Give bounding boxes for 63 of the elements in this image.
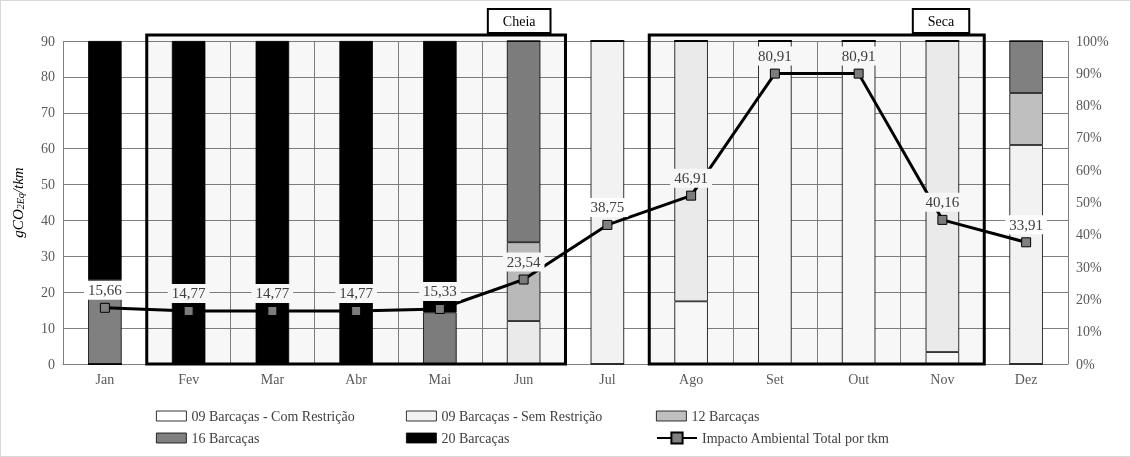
point — [937, 214, 948, 225]
legend-label: Impacto Ambiental Total por tkm — [702, 430, 890, 446]
point — [518, 274, 529, 285]
y2-tick-label: 90% — [1076, 65, 1102, 81]
y-tick-label: 50 — [41, 177, 55, 193]
point — [602, 219, 613, 230]
legend-label: 20 Barcaças — [441, 430, 510, 446]
band-label: Seca — [927, 13, 956, 29]
y2-tick-label: 40% — [1076, 227, 1102, 243]
y-tick-label: 0 — [48, 356, 55, 372]
point — [99, 302, 110, 313]
data-label: 15,33 — [423, 283, 457, 300]
y2-tick-label: 30% — [1076, 259, 1102, 275]
y-tick-label: 40 — [41, 212, 55, 228]
data-label: 23,54 — [506, 254, 541, 271]
y-tick-label: 90 — [41, 33, 55, 49]
x-tick-label: Abr — [345, 371, 368, 387]
y-tick-label: 20 — [41, 284, 55, 300]
y2-tick-label: 80% — [1076, 98, 1102, 114]
y2-tick-label: 10% — [1076, 324, 1102, 340]
data-label: 14,77 — [339, 285, 374, 302]
x-tick-label: Dez — [1014, 371, 1038, 387]
legend-label: 09 Barcaças - Sem Restrição — [441, 408, 603, 424]
point — [769, 68, 780, 79]
y-tick-label: 80 — [41, 69, 55, 85]
x-tick-label: Jan — [95, 371, 115, 387]
data-label: 80,91 — [758, 48, 792, 65]
point — [434, 303, 445, 314]
y-tick-label: 30 — [41, 248, 55, 264]
y2-tick-label: 100% — [1076, 33, 1109, 49]
point — [1021, 237, 1032, 248]
x-tick-label: Mar — [260, 371, 285, 387]
legend-label: 12 Barcaças — [691, 408, 760, 424]
data-label: 40,16 — [925, 194, 960, 211]
x-tick-label: Ago — [679, 371, 704, 387]
data-label: 46,91 — [674, 170, 708, 187]
point — [351, 305, 362, 316]
y-tick-label: 60 — [41, 141, 55, 157]
y2-tick-label: 70% — [1076, 130, 1102, 146]
data-label: 33,91 — [1009, 216, 1043, 233]
y-tick-label: 10 — [41, 320, 55, 336]
y2-tick-label: 50% — [1076, 195, 1102, 210]
x-tick-label: Mai — [428, 371, 452, 387]
band-label: Cheia — [502, 13, 537, 29]
x-tick-label: Jul — [599, 371, 616, 387]
data-label: 38,75 — [590, 199, 625, 216]
x-tick-label: Nov — [930, 371, 955, 387]
x-tick-label: Out — [848, 371, 870, 387]
legend-label: 16 Barcaças — [191, 430, 260, 446]
legend-label: 09 Barcaças - Com Restrição — [191, 408, 355, 424]
point — [853, 68, 864, 79]
y2-tick-label: 0% — [1076, 356, 1095, 372]
y2-tick-label: 20% — [1076, 291, 1102, 307]
point — [686, 190, 697, 201]
data-label: 80,91 — [841, 48, 876, 65]
data-label: 14,77 — [255, 285, 290, 302]
y-tick-label: 70 — [41, 105, 55, 121]
data-label: 14,77 — [171, 285, 206, 302]
x-tick-label: Fev — [178, 371, 200, 387]
y2-tick-label: 60% — [1076, 162, 1102, 178]
x-tick-label: Set — [765, 371, 784, 387]
x-tick-label: Jun — [513, 371, 534, 387]
data-label: 15,66 — [88, 282, 123, 299]
